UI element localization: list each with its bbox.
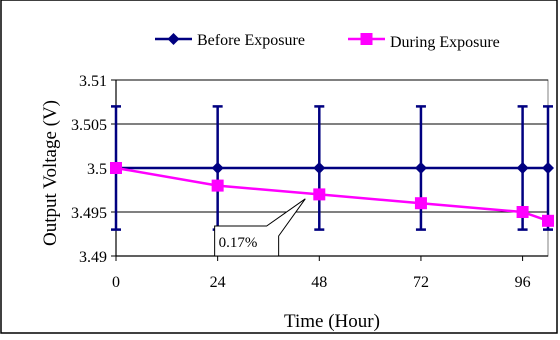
annotation-callout: 0.17% [214,198,306,257]
y-tick-label: 3.495 [71,205,107,222]
x-tick-label: 96 [515,274,531,291]
y-tick-label: 3.5 [87,161,107,178]
y-tick-label: 3.51 [79,73,107,90]
data-point-before-exposure [211,162,224,174]
data-point-during-exposure [542,214,554,227]
data-point-during-exposure [414,197,427,210]
series-markers [110,162,554,227]
data-point-during-exposure [313,188,326,201]
y-tick-label: 3.49 [79,249,107,266]
x-tick-label: 48 [311,274,327,291]
legend-item-during-exposure: During Exposure [348,33,500,51]
annotation-box [214,198,306,257]
data-point-before-exposure [542,162,554,174]
legend-label-before-exposure: Before Exposure [197,32,305,49]
data-point-during-exposure [516,206,529,218]
data-point-before-exposure [313,162,326,174]
x-tick-label: 24 [210,274,226,291]
legend-item-before-exposure: Before Exposure [155,32,305,49]
x-tick-label: 72 [413,274,429,291]
x-tick-label: 0 [112,274,120,291]
legend-marker-during-exposure [360,33,373,45]
annotation-text: 0.17% [219,235,258,251]
data-point-during-exposure [110,162,122,174]
legend-marker-before-exposure [167,33,180,45]
legend-label-during-exposure: During Exposure [390,34,500,51]
data-point-during-exposure [211,179,224,192]
y-tick-label: 3.505 [71,117,107,134]
legend: Before Exposure During Exposure [155,32,500,51]
x-axis-title: Time (Hour) [284,311,380,332]
tick-labels: 3.49 3.495 3.5 3.505 3.51 0 24 48 72 96 [71,73,531,291]
data-point-before-exposure [516,162,529,174]
data-point-before-exposure [414,162,427,174]
y-axis-title: Output Voltage (V) [40,100,61,246]
